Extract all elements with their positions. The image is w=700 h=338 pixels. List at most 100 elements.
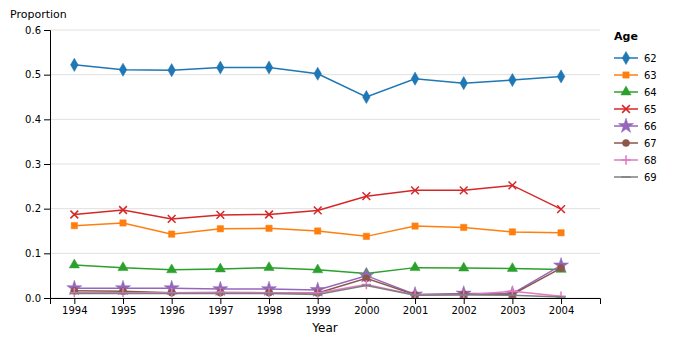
tick-label: 0.3 bbox=[25, 159, 41, 170]
marker bbox=[313, 294, 322, 296]
line bbox=[74, 65, 561, 97]
marker bbox=[509, 182, 517, 190]
legend-entry: 64 bbox=[614, 86, 657, 97]
series bbox=[71, 220, 564, 240]
legend-label: 63 bbox=[644, 70, 657, 81]
marker bbox=[70, 288, 79, 297]
tick: 0.5 bbox=[25, 69, 50, 80]
tick: 0.2 bbox=[25, 203, 50, 214]
tick: 1998 bbox=[257, 298, 282, 316]
marker bbox=[167, 293, 176, 295]
tick: 1997 bbox=[208, 298, 233, 316]
tick-label: 2000 bbox=[354, 305, 379, 316]
marker bbox=[216, 293, 225, 295]
marker bbox=[362, 280, 371, 289]
legend-swatch-marker bbox=[618, 118, 633, 132]
marker bbox=[216, 211, 224, 219]
legend-swatch-marker bbox=[622, 51, 630, 64]
marker bbox=[507, 263, 517, 272]
marker bbox=[558, 230, 564, 236]
plot: 1994199519961997199819992000200120022003… bbox=[25, 25, 600, 316]
marker bbox=[459, 290, 468, 298]
tick-label: 1994 bbox=[62, 305, 87, 316]
tick-mark bbox=[269, 298, 270, 304]
tick: 2000 bbox=[354, 298, 379, 316]
legend-swatch-marker bbox=[621, 86, 631, 95]
line bbox=[74, 285, 561, 297]
marker bbox=[264, 262, 274, 271]
legend-label: 65 bbox=[644, 104, 657, 115]
legend-swatch-marker bbox=[623, 72, 629, 78]
tick-label: 1997 bbox=[208, 305, 233, 316]
tick: 2004 bbox=[549, 298, 574, 316]
legend-entry: 67 bbox=[614, 138, 657, 149]
tick: 0.1 bbox=[25, 248, 50, 259]
axis-line bbox=[44, 31, 51, 299]
tick: 2002 bbox=[451, 298, 476, 316]
marker bbox=[362, 285, 371, 287]
series bbox=[67, 257, 569, 298]
marker bbox=[169, 231, 175, 237]
marker bbox=[70, 211, 78, 219]
tick-label: 0.2 bbox=[25, 203, 41, 214]
line bbox=[74, 185, 561, 219]
line bbox=[74, 265, 561, 273]
tick-mark bbox=[464, 298, 465, 304]
legend-entry: 69 bbox=[614, 172, 657, 183]
tick: 0.3 bbox=[25, 159, 50, 170]
marker bbox=[315, 228, 321, 234]
legend-title: Age bbox=[614, 30, 638, 43]
tick-mark bbox=[44, 164, 50, 165]
legend-swatch-line bbox=[614, 176, 638, 178]
grid-line bbox=[50, 30, 600, 31]
tick-mark bbox=[44, 75, 50, 76]
series bbox=[71, 58, 565, 103]
marker bbox=[168, 215, 176, 223]
legend-entry: 68 bbox=[614, 155, 657, 166]
series bbox=[71, 265, 565, 298]
legend-entry: 65 bbox=[614, 104, 657, 115]
marker bbox=[314, 67, 322, 80]
marker bbox=[167, 288, 176, 297]
series bbox=[70, 182, 564, 223]
chart: 1994199519961997199819992000200120022003… bbox=[0, 0, 700, 338]
marker bbox=[71, 58, 79, 71]
marker bbox=[363, 233, 369, 239]
marker bbox=[508, 295, 517, 297]
legend-entry: 62 bbox=[614, 51, 657, 64]
marker bbox=[459, 294, 468, 296]
marker bbox=[557, 265, 564, 272]
marker bbox=[509, 73, 517, 86]
tick-label: 1998 bbox=[257, 305, 282, 316]
legend-label: 64 bbox=[644, 87, 657, 98]
marker bbox=[265, 211, 273, 219]
tick-label: 2001 bbox=[403, 305, 428, 316]
tick: 2001 bbox=[403, 298, 428, 316]
tick-mark bbox=[74, 298, 75, 304]
series bbox=[70, 285, 566, 297]
marker bbox=[460, 186, 468, 194]
legend-label: 69 bbox=[644, 172, 657, 183]
tick-mark bbox=[512, 298, 513, 304]
legend-entry: 63 bbox=[614, 70, 657, 81]
legend-label: 68 bbox=[644, 155, 657, 166]
tick: 0.4 bbox=[25, 114, 50, 125]
marker bbox=[408, 287, 423, 298]
legend-entry: 66 bbox=[614, 118, 657, 132]
tick-mark bbox=[220, 298, 221, 304]
marker bbox=[119, 206, 127, 214]
legend-label: 67 bbox=[644, 138, 657, 149]
legend-label: 66 bbox=[644, 121, 657, 132]
grid bbox=[50, 30, 600, 298]
tick-mark bbox=[561, 298, 562, 304]
marker bbox=[118, 293, 127, 295]
marker bbox=[554, 257, 569, 271]
x-axis-title: Year bbox=[311, 321, 337, 335]
marker bbox=[410, 262, 420, 271]
tick-label: 0.0 bbox=[25, 293, 41, 304]
tick: 2003 bbox=[500, 298, 525, 316]
marker bbox=[456, 286, 471, 298]
grid-line bbox=[50, 74, 600, 75]
tick-mark bbox=[366, 298, 367, 304]
tick: 1996 bbox=[159, 298, 184, 316]
